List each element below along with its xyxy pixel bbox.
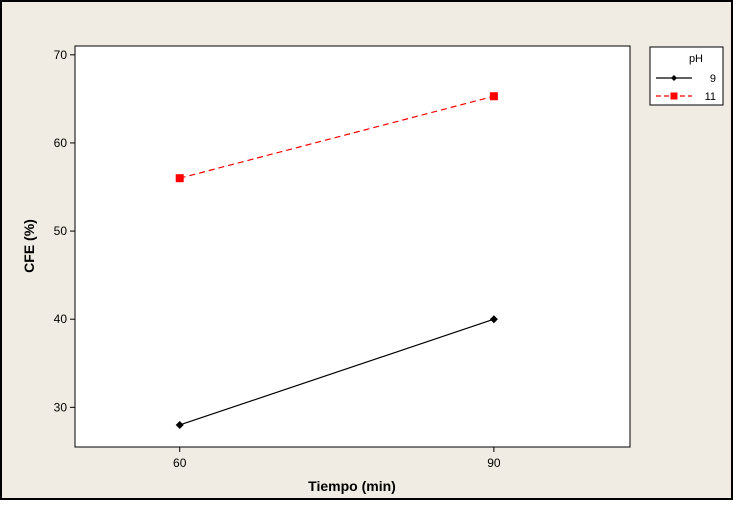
data-point-9 xyxy=(175,420,184,429)
y-tick-label: 60 xyxy=(54,136,68,150)
series-layer xyxy=(175,92,498,429)
x-axis: 60 90 xyxy=(173,447,501,470)
plot-area xyxy=(74,45,631,448)
legend-marker-11 xyxy=(670,92,678,100)
y-tick-label: 40 xyxy=(54,312,68,326)
data-point-11 xyxy=(175,174,184,183)
legend-title: pH xyxy=(689,53,703,65)
x-axis-label: Tiempo (min) xyxy=(308,478,396,494)
y-tick-label: 30 xyxy=(54,400,68,414)
legend: pH 9 11 xyxy=(649,46,724,106)
data-point-9 xyxy=(489,315,498,324)
y-tick-label: 70 xyxy=(54,48,68,62)
series-line-9 xyxy=(179,318,495,426)
series-line-11 xyxy=(179,95,495,179)
y-axis-label: CFE (%) xyxy=(21,219,37,273)
legend-box xyxy=(649,46,724,106)
y-axis: 30 40 50 60 70 xyxy=(54,48,75,414)
legend-label-9: 9 xyxy=(710,73,716,85)
x-tick-label: 90 xyxy=(487,456,501,470)
x-tick-label: 60 xyxy=(173,456,187,470)
legend-label-11: 11 xyxy=(705,91,716,103)
data-point-11 xyxy=(489,92,498,101)
y-tick-label: 50 xyxy=(54,224,68,238)
legend-marker-9 xyxy=(671,75,677,81)
